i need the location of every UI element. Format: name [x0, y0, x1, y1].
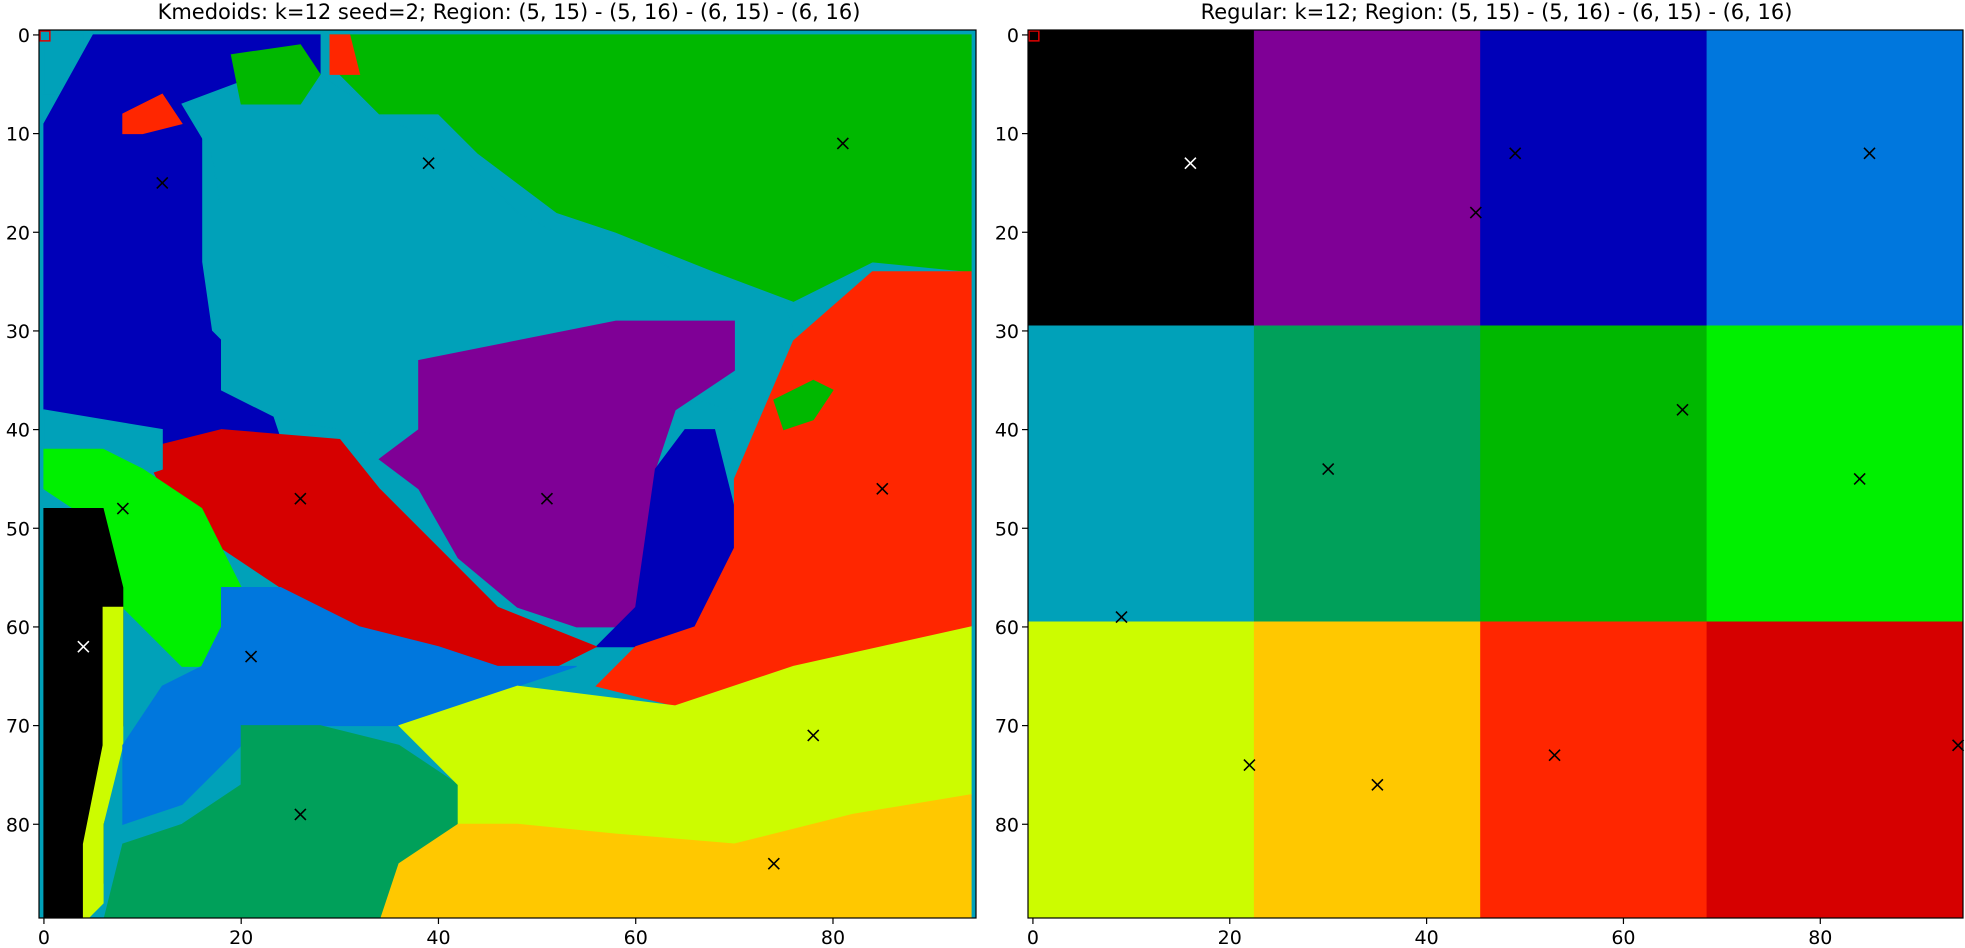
- x-tick-label: 20: [1218, 927, 1242, 948]
- y-tick-label: 60: [6, 617, 30, 639]
- y-tick-label: 20: [995, 222, 1019, 244]
- centroid-marker-3: [116, 502, 129, 515]
- x-tick-label: 0: [38, 927, 50, 948]
- regular-heatmap: 0 20 40 60 80 0 10 20 30 40 50 60 70 80: [995, 25, 1965, 948]
- centroid-marker-5: [1322, 463, 1335, 476]
- kmedoids-panel: Kmedoids: k=12 seed=2; Region: (5, 15) -…: [0, 0, 980, 948]
- centroid-marker-9: [807, 729, 820, 742]
- cluster-region-2: [1480, 30, 1708, 327]
- centroid-marker-4: [1676, 403, 1689, 416]
- x-tick-label: 40: [1415, 927, 1439, 948]
- centroid-marker-1: [422, 157, 435, 170]
- y-tick-label: 80: [995, 814, 1019, 836]
- centroid-marker-6: [1853, 472, 1866, 485]
- cluster-region-5: [230, 44, 321, 105]
- cluster-region-10: [773, 379, 834, 431]
- centroid-marker-11: [1952, 739, 1965, 752]
- centroid-marker-11: [767, 857, 780, 870]
- cluster-region-2: [122, 93, 183, 135]
- x-tick-label: 40: [426, 927, 450, 948]
- centroid-marker-8: [1243, 759, 1256, 772]
- x-tick-label: 0: [1027, 927, 1039, 948]
- x-tick-label: 80: [1808, 927, 1832, 948]
- x-tick-label: 60: [624, 927, 648, 948]
- centroid-marker-8: [244, 650, 258, 663]
- cluster-region-3: [1706, 30, 1963, 327]
- cluster-region-5: [1253, 325, 1482, 623]
- y-tick-label: 0: [18, 25, 30, 47]
- y-tick-label: 80: [6, 814, 30, 836]
- y-tick-label: 30: [6, 321, 30, 343]
- centroid-marker-10: [294, 808, 307, 821]
- y-tick-label: 0: [1007, 25, 1019, 47]
- centroid-marker-2: [1509, 147, 1522, 160]
- cluster-region-7: [1706, 325, 1963, 623]
- cluster-region-19: [380, 794, 972, 918]
- x-tick-label: 20: [229, 927, 253, 948]
- x-tick-label: 80: [821, 927, 845, 948]
- y-tick-label: 50: [6, 518, 30, 540]
- y-tick-label: 70: [6, 716, 30, 738]
- regular-panel: Regular: k=12; Region: (5, 15) - (5, 16)…: [980, 0, 1965, 948]
- y-tick-label: 50: [995, 518, 1019, 540]
- centroid-marker-6: [876, 482, 889, 495]
- y-tick-label: 40: [995, 420, 1019, 442]
- centroid-marker-7: [1115, 611, 1128, 624]
- cluster-region-1: [1253, 30, 1482, 327]
- centroid-marker-9: [1371, 778, 1384, 791]
- cluster-region-6: [1480, 325, 1708, 623]
- y-tick-label: 10: [6, 124, 30, 146]
- cluster-region-15: [82, 606, 124, 918]
- centroid-marker-4: [294, 492, 307, 505]
- centroid-marker-7: [77, 640, 90, 653]
- y-tick-label: 70: [995, 716, 1019, 738]
- cluster-region-10: [1480, 621, 1708, 918]
- kmedoids-title: Kmedoids: k=12 seed=2; Region: (5, 15) -…: [157, 0, 861, 24]
- cluster-region-16: [122, 587, 577, 825]
- cluster-region-9: [1253, 621, 1482, 918]
- cluster-region-0: [1028, 30, 1255, 327]
- plot-frame: [1027, 29, 1964, 919]
- y-tick-label: 30: [995, 321, 1019, 343]
- centroid-marker-0: [1184, 157, 1197, 170]
- region-marker: [39, 30, 51, 42]
- centroid-marker-10: [1548, 749, 1561, 762]
- x-tick-label: 60: [1611, 927, 1635, 948]
- y-tick-label: 10: [995, 124, 1019, 146]
- cluster-region-4: [1028, 325, 1255, 623]
- cluster-region-11: [1706, 621, 1963, 918]
- y-tick-label: 60: [995, 617, 1019, 639]
- regular-title: Regular: k=12; Region: (5, 15) - (5, 16)…: [1200, 0, 1793, 24]
- centroid-marker-5: [540, 492, 554, 505]
- plot-frame: [38, 29, 977, 919]
- cluster-region-6: [329, 34, 361, 75]
- kmedoids-heatmap: 0 20 40 60 80 0 10 20 30 40 50 60 70 80: [6, 25, 977, 948]
- y-tick-label: 20: [6, 222, 30, 244]
- centroid-marker-1: [1469, 206, 1482, 219]
- region-marker: [1028, 30, 1040, 42]
- centroid-marker-2: [836, 137, 849, 150]
- centroid-marker-0: [156, 176, 169, 189]
- cluster-region-8: [1028, 621, 1255, 918]
- y-tick-label: 40: [6, 420, 30, 442]
- centroid-marker-3: [1863, 147, 1876, 160]
